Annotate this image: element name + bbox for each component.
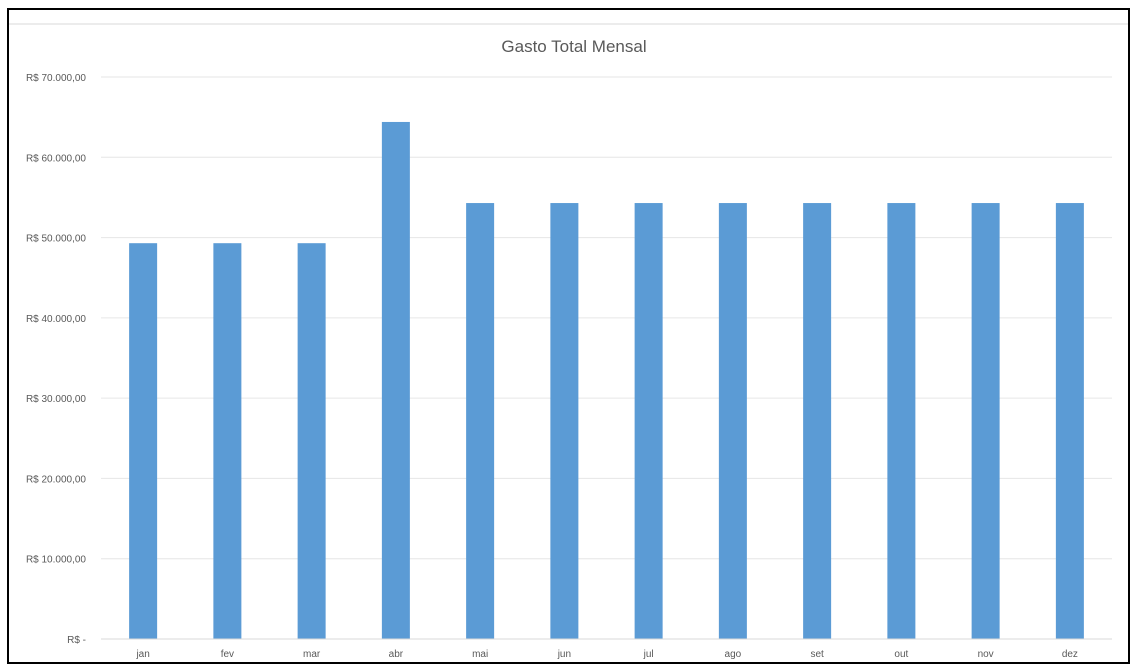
bar-jun xyxy=(550,203,579,639)
y-tick-label: R$ 20.000,00 xyxy=(26,474,86,485)
x-tick-label: out xyxy=(894,649,908,660)
y-tick-label: R$ 50.000,00 xyxy=(26,234,86,245)
x-tick-label: jul xyxy=(643,649,654,660)
y-tick-label: R$ 60.000,00 xyxy=(26,153,86,164)
bar-nov xyxy=(971,203,1000,639)
y-tick-label: R$ 10.000,00 xyxy=(26,555,86,566)
x-tick-label: set xyxy=(810,649,824,660)
bar-jul xyxy=(634,203,663,639)
x-tick-label: jan xyxy=(135,649,149,660)
bar-set xyxy=(803,203,832,639)
bar-jan xyxy=(129,243,158,640)
bar-ago xyxy=(718,203,747,639)
x-tick-label: ago xyxy=(725,649,742,660)
x-tick-label: abr xyxy=(389,649,404,660)
bar-mai xyxy=(466,203,495,639)
x-tick-label: mai xyxy=(472,649,488,660)
y-tick-label: R$ 70.000,00 xyxy=(26,73,86,84)
x-tick-label: mar xyxy=(303,649,321,660)
gridlines xyxy=(101,76,1112,560)
bars xyxy=(129,121,1084,640)
x-tick-label: dez xyxy=(1062,649,1078,660)
chart-title: Gasto Total Mensal xyxy=(501,37,646,56)
y-tick-label: R$ 30.000,00 xyxy=(26,394,86,405)
bar-fev xyxy=(213,243,242,640)
x-tick-label: nov xyxy=(978,649,994,660)
x-axis-ticks: jan fev mar abr mai jun jul ago set out nov dez xyxy=(135,649,1077,660)
x-tick-label: jun xyxy=(557,649,571,660)
y-axis-ticks: R$ - R$ 10.000,00 R$ 20.000,00 R$ 30.000,00… xyxy=(26,73,86,646)
bar-abr xyxy=(381,121,410,639)
y-tick-label: R$ 40.000,00 xyxy=(26,314,86,325)
bar-out xyxy=(887,203,916,639)
x-tick-label: fev xyxy=(221,649,234,660)
bar-dez xyxy=(1055,203,1084,639)
bar-mar xyxy=(297,243,326,640)
y-tick-label: R$ - xyxy=(67,635,86,646)
